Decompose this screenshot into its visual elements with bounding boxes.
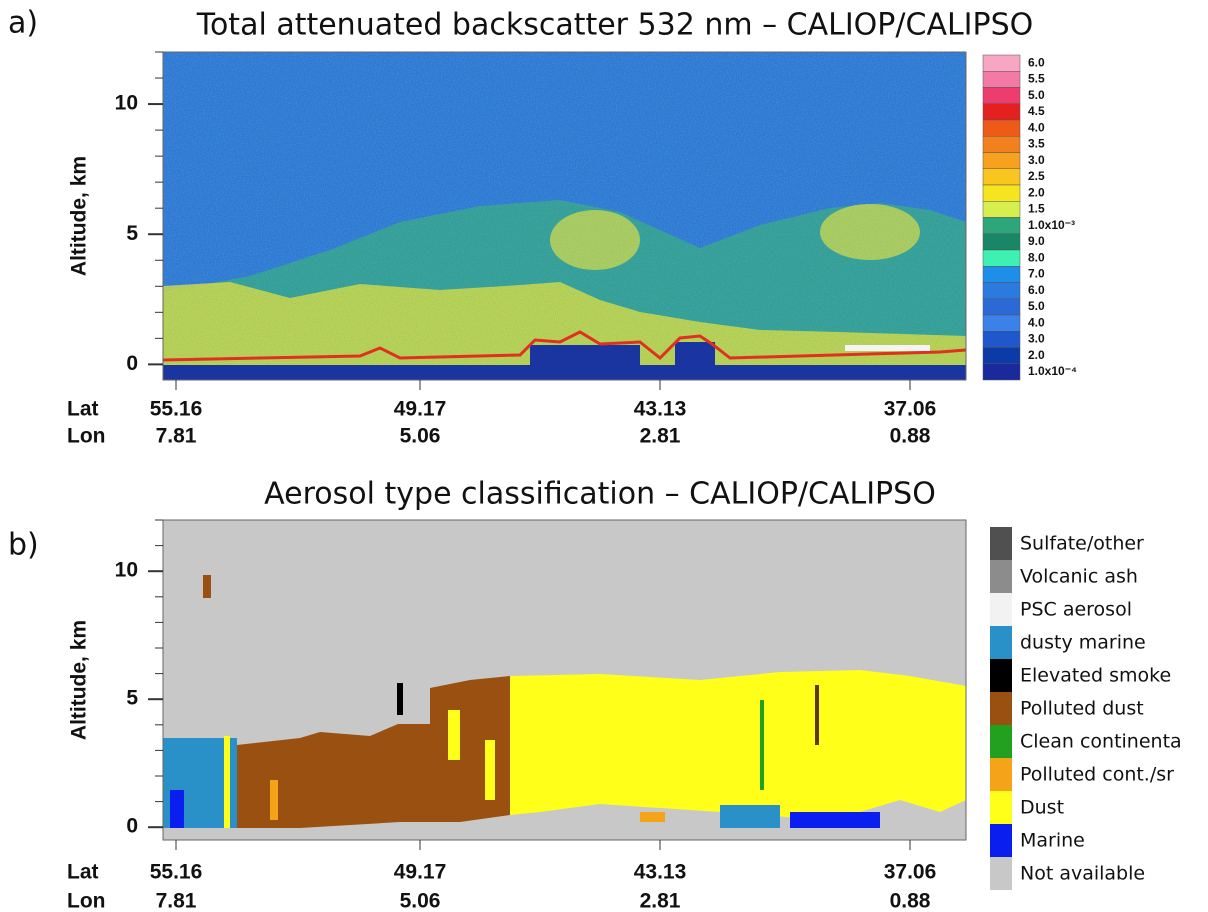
colorbar-swatch <box>982 363 1021 381</box>
legend-label: Sulfate/other <box>1020 533 1144 555</box>
legend-swatch <box>990 791 1012 824</box>
x-tick-label: 7.81 <box>156 425 197 448</box>
colorbar-label: 1.0x10⁻³ <box>1028 218 1075 232</box>
colorbar-label: 7.0 <box>1028 267 1045 281</box>
backscatter-field <box>163 52 966 380</box>
colorbar-label: 2.5 <box>1028 169 1045 183</box>
panel-label: b) <box>8 528 39 563</box>
colorbar-swatch <box>982 152 1021 169</box>
x-tick-label: 49.17 <box>394 398 447 421</box>
x-tick-label: 7.81 <box>156 890 197 912</box>
colorbar-swatch <box>982 201 1021 218</box>
legend-swatch <box>990 626 1012 659</box>
legend-swatch <box>990 725 1012 758</box>
legend-label: Elevated smoke <box>1020 665 1171 687</box>
y-tick-label: 0 <box>126 352 138 375</box>
chart-title: Aerosol type classification – CALIOP/CAL… <box>264 477 936 512</box>
colorbar-swatch <box>982 331 1021 348</box>
colorbar-label: 3.0 <box>1028 153 1045 167</box>
panel-label: a) <box>8 6 38 41</box>
plot-frame <box>162 519 967 841</box>
legend-label: Dust <box>1020 797 1064 819</box>
legend-swatch <box>990 659 1012 692</box>
x-row-name: Lat <box>67 398 99 421</box>
colorbar-label: 4.0 <box>1028 120 1045 134</box>
colorbar-swatch <box>982 168 1021 186</box>
colorbar-swatch <box>982 71 1021 88</box>
x-row-name: Lon <box>67 425 105 448</box>
colorbar-swatch <box>982 314 1021 332</box>
colorbar-label: 1.0x10⁻⁴ <box>1028 364 1077 378</box>
legend-swatch <box>990 857 1012 890</box>
legend-label: Polluted cont./sr <box>1020 764 1174 786</box>
colorbar-label: 3.0 <box>1028 332 1045 346</box>
colorbar-label: 6.0 <box>1028 283 1045 297</box>
legend-swatch <box>990 692 1012 725</box>
colorbar-swatch <box>982 119 1021 137</box>
x-tick-label: 43.13 <box>634 861 687 884</box>
colorbar-label: 5.5 <box>1028 72 1045 86</box>
colorbar-swatch <box>982 136 1021 153</box>
legend-label: Volcanic ash <box>1020 566 1138 588</box>
chart-title: Total attenuated backscatter 532 nm – CA… <box>196 8 1034 43</box>
y-tick-label: 10 <box>115 559 138 582</box>
x-tick-label: 5.06 <box>400 890 441 912</box>
colorbar-swatch <box>982 54 1021 72</box>
classification-field <box>163 520 966 840</box>
y-axis-label: Altitude, km <box>68 156 91 276</box>
x-tick-label: 2.81 <box>640 425 681 448</box>
colorbar-swatch <box>982 103 1021 121</box>
legend-label: Marine <box>1020 830 1085 852</box>
y-tick-label: 5 <box>126 687 138 710</box>
x-tick-label: 43.13 <box>634 398 687 421</box>
colorbar-label: 3.5 <box>1028 137 1045 151</box>
colorbar-label: 4.5 <box>1028 104 1045 118</box>
legend-swatch <box>990 527 1012 560</box>
x-tick-label: 0.88 <box>890 425 931 448</box>
colorbar-swatch <box>982 298 1021 316</box>
x-tick-label: 55.16 <box>150 861 203 884</box>
colorbar-label: 1.5 <box>1028 202 1045 216</box>
x-tick-label: 37.06 <box>884 861 937 884</box>
legend-label: dusty marine <box>1020 632 1146 654</box>
legend-label: Polluted dust <box>1020 698 1144 720</box>
colorbar-swatch <box>982 249 1021 267</box>
legend-swatch <box>990 593 1012 626</box>
x-tick-label: 49.17 <box>394 861 447 884</box>
y-axis-label: Altitude, km <box>68 620 91 740</box>
legend-swatch <box>990 824 1012 857</box>
colorbar-label: 5.0 <box>1028 88 1045 102</box>
legend-label: PSC aerosol <box>1020 599 1132 621</box>
colorbar-label: 4.0 <box>1028 315 1045 329</box>
y-tick-label: 0 <box>126 815 138 838</box>
x-tick-label: 37.06 <box>884 398 937 421</box>
x-row-name: Lon <box>67 890 105 912</box>
legend-swatch <box>990 560 1012 593</box>
colorbar-label: 8.0 <box>1028 250 1045 264</box>
colorbar-label: 2.0 <box>1028 185 1045 199</box>
plot-frame <box>162 51 967 381</box>
legend-swatch <box>990 758 1012 791</box>
colorbar-swatch <box>982 217 1021 234</box>
colorbar-swatch <box>982 184 1021 202</box>
y-tick-label: 5 <box>126 222 138 245</box>
legend-label: Not available <box>1020 863 1145 885</box>
x-tick-label: 2.81 <box>640 890 681 912</box>
x-row-name: Lat <box>67 861 99 884</box>
colorbar-label: 5.0 <box>1028 299 1045 313</box>
legend-label: Clean continenta <box>1020 731 1182 753</box>
colorbar-label: 9.0 <box>1028 234 1045 248</box>
x-tick-label: 0.88 <box>890 890 931 912</box>
colorbar-swatch <box>982 233 1021 251</box>
colorbar-swatch <box>982 347 1021 364</box>
colorbar-label: 6.0 <box>1028 55 1045 69</box>
y-tick-label: 10 <box>115 92 138 115</box>
colorbar-swatch <box>982 87 1021 104</box>
colorbar-swatch <box>982 266 1021 283</box>
colorbar-label: 2.0 <box>1028 348 1045 362</box>
colorbar-swatch <box>982 282 1021 299</box>
x-tick-label: 55.16 <box>150 398 203 421</box>
x-tick-label: 5.06 <box>400 425 441 448</box>
